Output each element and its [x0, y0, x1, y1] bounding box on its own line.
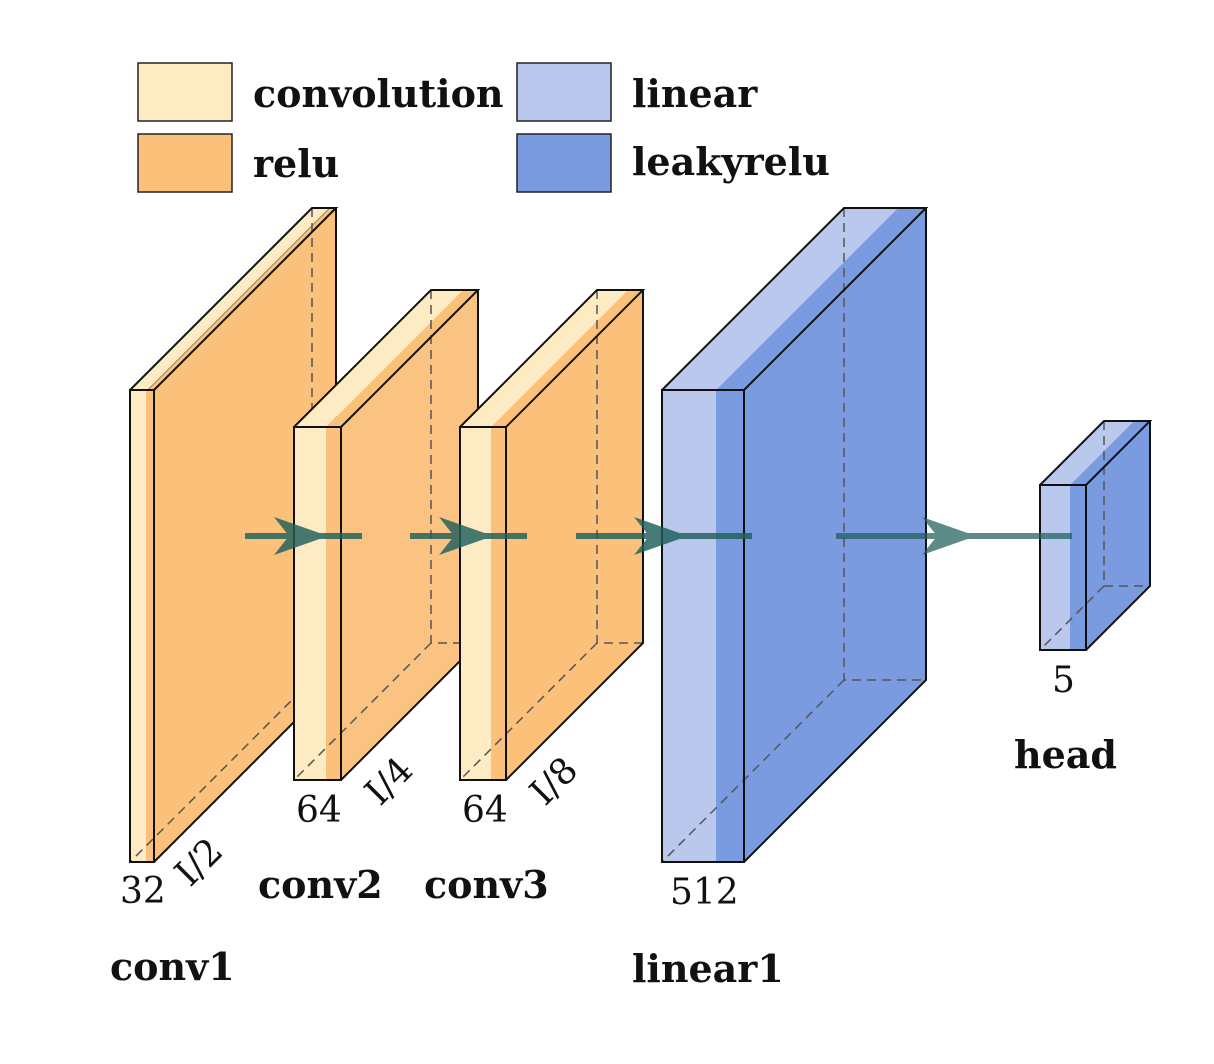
- arrow-conv3-linear1: [576, 517, 752, 555]
- conv3-name: conv3: [424, 862, 549, 907]
- legend-label-convolution: convolution: [253, 71, 504, 116]
- conv3-channels: 64: [462, 790, 508, 831]
- legend-swatch-relu: [137, 133, 233, 193]
- layer-head: [1039, 420, 1153, 651]
- linear1-channels: 512: [670, 872, 739, 913]
- layer-linear1: [661, 207, 929, 863]
- layer-conv2: [293, 289, 481, 781]
- layer-conv3: [459, 289, 646, 781]
- connection-arrows: [245, 517, 1072, 555]
- legend-swatch-convolution: [137, 62, 233, 122]
- legend-swatch-linear: [516, 62, 612, 122]
- legend-label-relu: relu: [253, 141, 339, 186]
- conv3-size: I/8: [522, 750, 586, 814]
- arrow-linear1-head: [836, 517, 1072, 555]
- conv2-channels: 64: [296, 790, 342, 831]
- conv2-name: conv2: [258, 862, 383, 907]
- conv2-size: I/4: [357, 750, 421, 814]
- head-name: head: [1014, 732, 1117, 777]
- legend-label-leakyrelu: leakyrelu: [632, 139, 830, 184]
- conv1-channels: 32: [120, 871, 166, 912]
- head-channels: 5: [1052, 660, 1075, 701]
- legend-label-linear: linear: [632, 71, 758, 116]
- arrow-conv1-conv2: [245, 517, 362, 555]
- linear1-name: linear1: [632, 946, 784, 991]
- arrow-conv2-conv3: [410, 517, 527, 555]
- legend: convolution relu linear leakyrelu: [137, 62, 830, 193]
- legend-swatch-leakyrelu: [516, 133, 612, 193]
- conv1-name: conv1: [110, 944, 235, 989]
